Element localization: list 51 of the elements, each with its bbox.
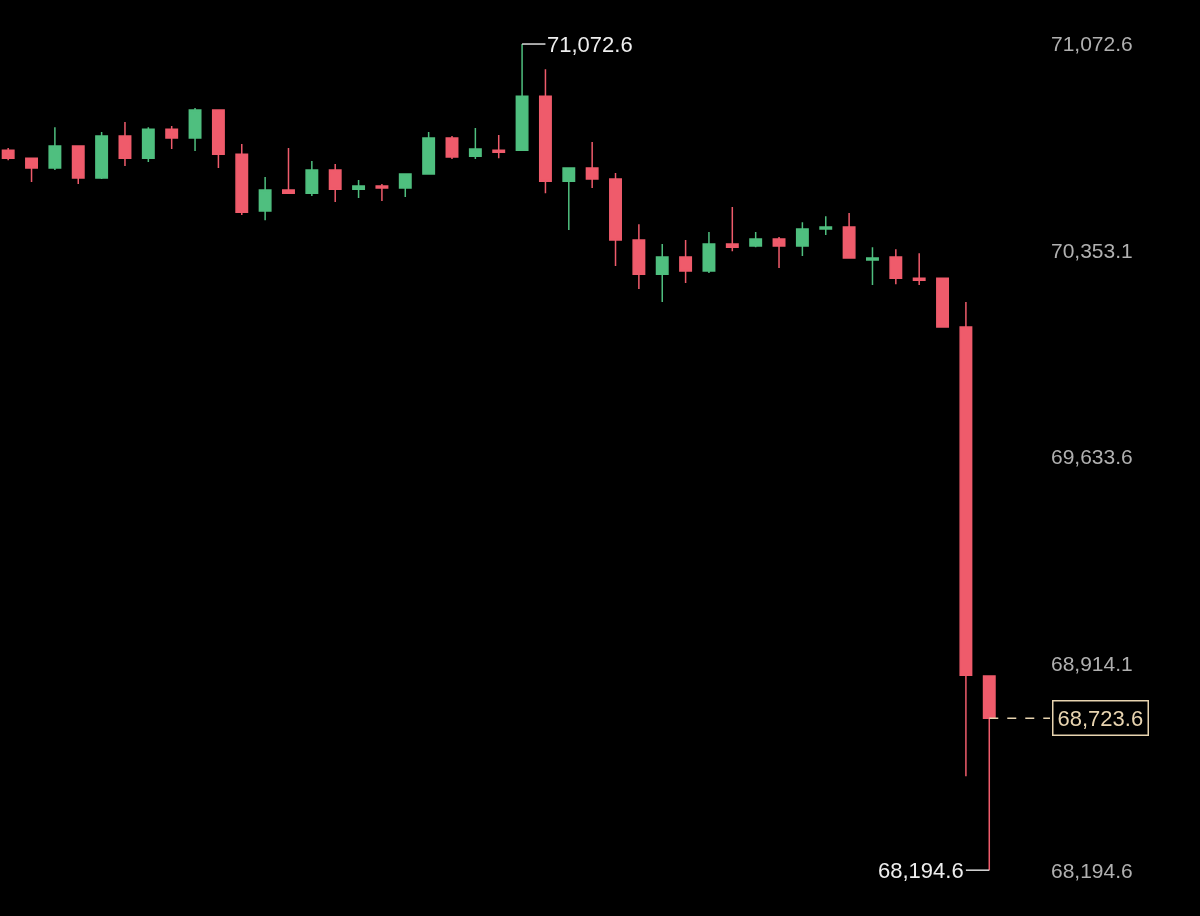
candlestick [655,243,669,303]
candlestick [632,223,646,290]
candlestick [1,147,15,161]
candlestick [48,126,62,171]
candlestick [468,127,482,160]
candlestick [258,176,272,221]
candlestick [492,134,506,159]
candlestick [982,674,996,871]
candlestick [842,212,856,259]
candlestick [515,43,529,151]
candlestick [211,109,225,169]
candlestick [959,301,973,777]
candlestick [445,135,459,160]
candlestick [819,215,833,236]
candlestick [679,239,693,284]
candlestick [772,236,786,269]
candlestick [795,221,809,257]
y-tick-label: 69,633.6 [1051,445,1133,469]
ref-line-label: 68,723.6 [1057,705,1144,731]
candlestick [422,131,436,175]
candlestick [95,131,109,180]
candlestick [165,125,179,150]
y-tick-label: 71,072.6 [1051,32,1133,56]
candlestick [282,147,295,195]
candlestick [118,121,132,167]
candlestick [235,143,249,216]
candlestick [912,252,926,286]
candlestick [328,163,342,203]
candlestick [375,183,389,202]
candlestick [585,141,599,189]
y-tick-label: 68,914.1 [1051,652,1133,675]
candlestick [562,167,576,231]
candlestick [141,126,155,163]
candlestick [538,68,552,194]
candlestick [398,173,412,198]
candlestick [352,179,366,199]
candlestick [25,157,39,183]
candlestick [702,231,716,274]
candlestick [609,172,622,267]
candlestick [305,160,319,197]
candlestick [866,246,879,286]
y-tick-label: 70,353.1 [1051,238,1133,262]
candlestick [188,107,202,152]
candlestick [889,248,903,285]
annotation: 71,072.6 [547,32,633,57]
candlestick [725,206,739,252]
annotation: 68,194.6 [878,858,964,883]
candlestick [936,277,950,328]
candlestick [71,145,85,185]
y-tick-label: 68,194.6 [1051,858,1133,882]
candlestick [749,231,763,248]
